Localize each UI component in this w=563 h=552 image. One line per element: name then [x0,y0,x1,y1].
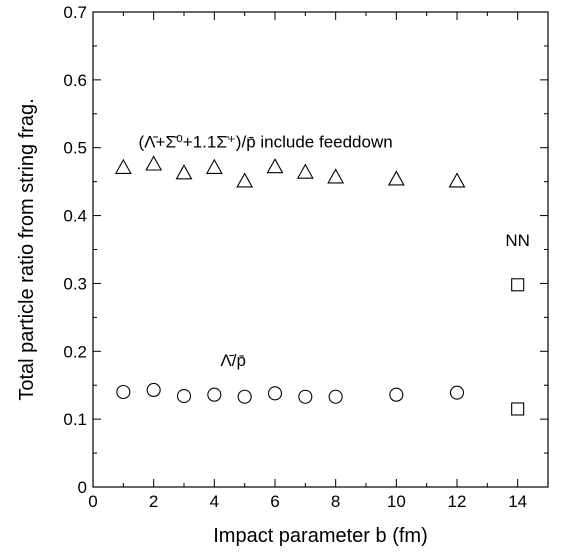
triangle-marker [448,172,466,188]
square-marker [511,402,525,416]
annotation-label: Λ̄/p̄ [220,351,246,370]
plot-frame [92,11,549,488]
y-tick-label: 0.6 [63,71,87,90]
triangle-marker [296,163,314,179]
square-marker [511,278,525,292]
x-tick-label: 0 [88,492,97,511]
tick-labels: 0 2 4 6 8 10 12 14 0 0.1 0.2 0.3 0.4 0.5 0.6 0.7 [63,3,527,511]
x-tick-label: 8 [331,492,340,511]
annotations: (Λ̄+Σ̄⁰+1.1Σ̄⁺)/p̄ include feeddown Λ̄/p̄… [139,133,530,371]
y-axis-title: Total particle ratio from string frag. [16,98,38,400]
circle-marker [298,389,313,404]
y-tick-label: 0 [78,478,87,497]
y-tick-label: 0.3 [63,274,87,293]
circle-marker [389,387,404,402]
triangle-marker [205,158,223,174]
x-axis-title: Impact parameter b (fm) [213,525,428,547]
ticks [92,11,549,488]
circle-marker [176,389,192,404]
y-tick-label: 0.2 [63,342,87,361]
circle-marker [207,387,222,402]
x-tick-label: 12 [448,492,467,511]
y-tick-label: 0.5 [63,139,87,158]
annotation-label: NN [505,231,530,250]
y-tick-label: 0.1 [63,410,87,429]
circle-marker [449,385,465,400]
x-tick-label: 6 [270,492,279,511]
triangle-marker [175,164,193,180]
triangle-marker [327,168,345,184]
circle-marker [267,386,283,401]
circle-marker [237,389,252,404]
y-tick-label: 0.4 [63,207,87,226]
triangle-marker [387,170,405,186]
triangle-marker [114,158,132,174]
x-tick-label: 14 [508,492,527,511]
y-tick-label: 0.7 [63,3,87,22]
x-tick-label: 2 [149,492,158,511]
triangle-marker [236,172,254,188]
circle-marker [116,384,131,400]
triangle-marker [145,155,163,171]
data-marks [114,155,525,416]
annotation-label: (Λ̄+Σ̄⁰+1.1Σ̄⁺)/p̄ include feeddown [139,133,393,152]
x-tick-label: 10 [387,492,406,511]
x-tick-label: 4 [210,492,219,511]
circle-marker [146,382,161,398]
triangle-marker [266,158,284,174]
circle-marker [328,389,343,404]
